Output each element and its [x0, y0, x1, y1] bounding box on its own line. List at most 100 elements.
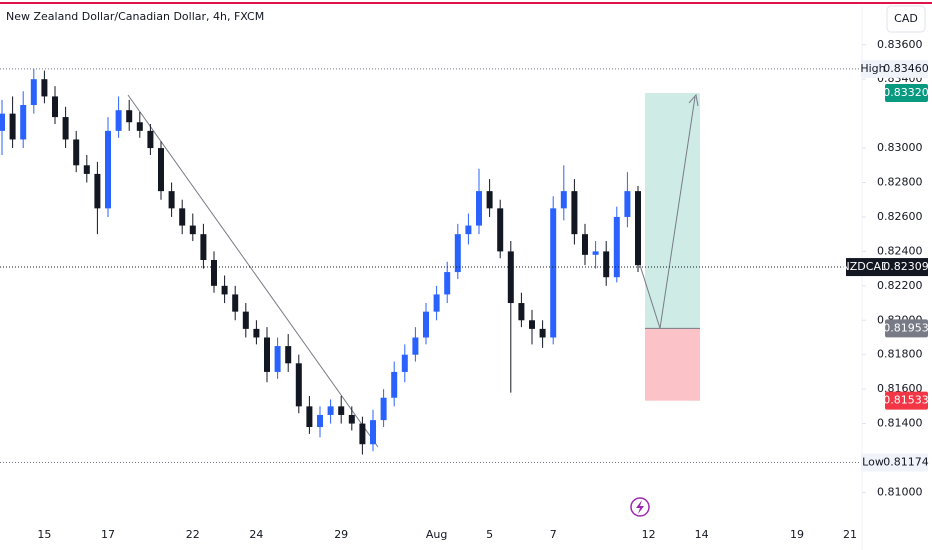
candle-body — [136, 122, 143, 131]
price-tag — [885, 258, 928, 277]
candle-body — [603, 251, 610, 278]
line-name-tag — [846, 258, 885, 277]
y-tick-label: 0.82600 — [877, 210, 923, 223]
plot: 0.836000.834000.830000.828000.826000.824… — [0, 6, 929, 550]
y-tick-label: 0.82200 — [877, 279, 923, 292]
loss-zone — [645, 328, 700, 401]
candle-body — [285, 346, 292, 364]
y-tick-label: 0.83000 — [877, 141, 923, 154]
currency-button[interactable] — [886, 5, 926, 33]
chart-title: New Zealand Dollar/Canadian Dollar, 4h, … — [6, 10, 264, 23]
price-tag — [885, 83, 928, 102]
candle-body — [0, 113, 5, 131]
candle-body — [560, 191, 567, 209]
x-tick-label: 15 — [37, 528, 51, 541]
price-tag-label: 0.81174 — [883, 455, 929, 468]
candle-body — [83, 165, 90, 174]
candle-body — [62, 117, 69, 140]
price-tag-label: 0.81533 — [883, 394, 929, 407]
candle-body — [412, 337, 419, 355]
candle-body — [486, 191, 493, 209]
trend-line — [127, 94, 379, 448]
price-tag-label: 0.83320 — [883, 86, 929, 99]
candle-body — [423, 311, 429, 338]
price-tag — [885, 319, 928, 338]
candle-body — [476, 191, 482, 226]
line-name-tag — [861, 59, 885, 78]
y-tick-label: 0.81000 — [877, 485, 923, 498]
x-tick-label: 22 — [186, 528, 200, 541]
candle-body — [232, 294, 239, 312]
candle-body — [433, 294, 440, 312]
price-tag — [885, 59, 928, 78]
candle-body — [539, 328, 546, 338]
candle-body — [444, 272, 451, 295]
x-tick-label: 5 — [486, 528, 493, 541]
y-tick-label: 0.82800 — [877, 176, 923, 189]
price-tag-label: 0.81953 — [883, 321, 929, 334]
price-tag — [885, 391, 928, 410]
candle-body — [391, 371, 398, 398]
price-tag-label: 0.83460 — [883, 62, 929, 75]
y-tick-label: 0.82400 — [877, 244, 923, 257]
candle-body — [497, 208, 504, 252]
candle-body — [147, 130, 154, 149]
candle-body — [115, 110, 122, 131]
candle-body — [306, 406, 313, 428]
candle-body — [295, 363, 302, 407]
line-name: High — [860, 62, 885, 75]
arrow-head — [688, 93, 699, 107]
line-name-tag — [861, 453, 885, 472]
candle-body — [317, 414, 323, 428]
x-tick-label: 29 — [334, 528, 348, 541]
candle-body — [550, 208, 557, 338]
candle-body — [20, 105, 27, 140]
candle-body — [158, 148, 164, 192]
x-tick-label: 17 — [101, 528, 115, 541]
candle-body — [518, 303, 525, 321]
candle-body — [359, 423, 366, 445]
profit-zone — [645, 92, 700, 329]
x-tick-label: 19 — [790, 528, 804, 541]
candle-body — [624, 191, 631, 217]
x-tick-label: 14 — [695, 528, 709, 541]
price-tag — [885, 453, 928, 472]
candle-body — [507, 251, 514, 304]
price-tag-label: 0.82309 — [883, 260, 929, 273]
candle-body — [264, 337, 270, 372]
candle-body — [73, 139, 80, 166]
candle-body — [338, 406, 345, 415]
x-tick-label: 7 — [550, 528, 557, 541]
candle-body — [348, 414, 355, 424]
candle-body — [242, 311, 249, 329]
y-tick-label: 0.81400 — [877, 417, 923, 430]
candle-body — [635, 191, 641, 266]
candle-body — [94, 173, 101, 209]
line-name: Low — [862, 455, 884, 468]
candle-body — [274, 346, 281, 372]
candle-body — [126, 110, 133, 123]
projection — [639, 96, 696, 329]
candle-body — [380, 397, 387, 421]
x-tick-label: 24 — [249, 528, 263, 541]
y-tick-label: 0.83600 — [877, 38, 923, 51]
candle-body — [592, 251, 599, 255]
candle-body — [168, 191, 175, 209]
candle-body — [41, 79, 48, 97]
x-tick-label: 12 — [642, 528, 656, 541]
candle-body — [179, 208, 186, 226]
candle-body — [221, 285, 228, 295]
candle-body — [529, 320, 535, 329]
candle-body — [327, 406, 334, 415]
candle-body — [200, 234, 207, 260]
candle-body — [30, 79, 37, 106]
candle-body — [613, 216, 620, 278]
y-tick-label: 0.81800 — [877, 348, 923, 361]
candle-body — [253, 328, 260, 338]
candle-body — [211, 260, 217, 286]
currency[interactable]: CAD — [894, 12, 918, 25]
candle-body — [105, 130, 111, 209]
candle-body — [401, 354, 408, 372]
candle-body — [52, 96, 58, 118]
